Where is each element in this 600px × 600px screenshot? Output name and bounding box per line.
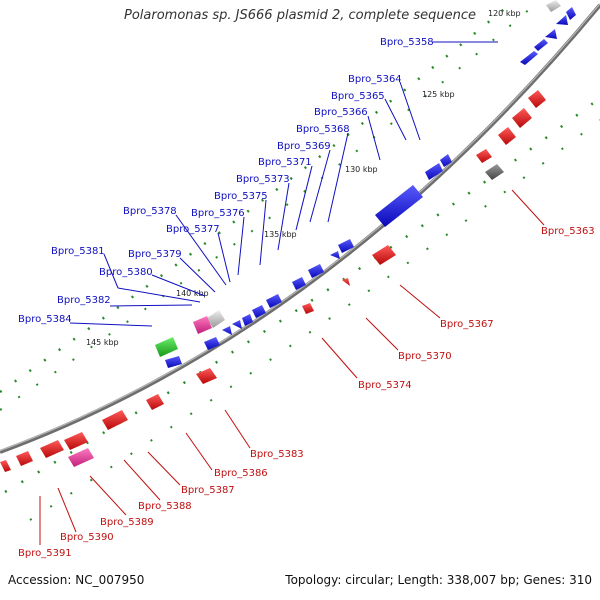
- map-title: Polaromonas sp. JS666 plasmid 2, complet…: [123, 8, 476, 23]
- gene-pink-5382[interactable]: [193, 316, 212, 334]
- gene-red-c[interactable]: [498, 127, 516, 145]
- gene-label[interactable]: Bpro_5378: [123, 206, 177, 217]
- gene-label[interactable]: Bpro_5358: [380, 37, 434, 48]
- gene-label[interactable]: Bpro_5364: [348, 74, 402, 85]
- gene-label[interactable]: Bpro_5376: [191, 208, 245, 219]
- gene-bpro-5387[interactable]: [102, 410, 128, 430]
- gene-label[interactable]: Bpro_5390: [60, 532, 114, 543]
- gene-label[interactable]: Bpro_5365: [331, 91, 385, 102]
- accession-text: Accession: NC_007950: [8, 573, 145, 587]
- gene-red-a[interactable]: [528, 90, 546, 108]
- gene-bpro-5358[interactable]: [520, 51, 538, 65]
- gene-bpro-5359[interactable]: [534, 39, 548, 51]
- gene-bpro-5390[interactable]: [40, 440, 64, 458]
- gene-green-5384[interactable]: [155, 337, 178, 357]
- gene-bpro-5376[interactable]: [266, 294, 282, 308]
- gene-bpro-5386[interactable]: [146, 394, 164, 410]
- sequence-backbone: [0, 3, 600, 454]
- gene-bpro-5391a[interactable]: [16, 451, 33, 466]
- gene-label[interactable]: Bpro_5381: [51, 246, 105, 257]
- gene-red-d[interactable]: [476, 149, 492, 163]
- gene-label[interactable]: Bpro_5382: [57, 295, 111, 306]
- reverse-genes: [0, 90, 546, 472]
- gene-bpro-5366[interactable]: [440, 154, 452, 167]
- gene-rna-top[interactable]: [546, 0, 561, 12]
- gene-label[interactable]: Bpro_5384: [18, 314, 72, 325]
- tick-label: 120 kbp: [488, 9, 521, 18]
- gene-bpro-5375[interactable]: [292, 277, 306, 290]
- gene-bpro-5364[interactable]: [425, 163, 443, 180]
- gene-label[interactable]: Bpro_5391: [18, 548, 72, 559]
- gene-label[interactable]: Bpro_5367: [440, 319, 494, 330]
- gene-label[interactable]: Bpro_5386: [214, 468, 268, 479]
- gene-bpro-5361[interactable]: [556, 15, 568, 25]
- gene-label[interactable]: Bpro_5377: [166, 224, 220, 235]
- gene-label[interactable]: Bpro_5388: [138, 501, 192, 512]
- gene-label[interactable]: Bpro_5370: [398, 351, 452, 362]
- gene-label[interactable]: Bpro_5363: [541, 226, 595, 237]
- gene-rna-5381[interactable]: [207, 310, 225, 328]
- gene-pseudo-5363[interactable]: [485, 164, 504, 180]
- blue-leader-lines: [69, 41, 498, 327]
- gene-label[interactable]: Bpro_5366: [314, 107, 368, 118]
- gene-bpro-5382[interactable]: [204, 337, 220, 350]
- gene-bpro-5378[interactable]: [242, 314, 253, 326]
- tick-label: 130 kbp: [345, 165, 378, 174]
- tick-label: 140 kbp: [176, 289, 209, 298]
- gene-bpro-5367[interactable]: [372, 245, 396, 265]
- gene-red-b[interactable]: [512, 108, 532, 128]
- reverse-gene-labels: Bpro_5363 Bpro_5367 Bpro_5370 Bpro_5374 …: [18, 226, 595, 559]
- tick-label: 125 kbp: [422, 90, 455, 99]
- gene-label[interactable]: Bpro_5380: [99, 267, 153, 278]
- topology-text: Topology: circular; Length: 338,007 bp; …: [285, 573, 592, 587]
- gene-bpro-5383[interactable]: [196, 368, 217, 384]
- gc-track: [0, 0, 600, 521]
- gene-label[interactable]: Bpro_5379: [128, 249, 182, 260]
- gene-label[interactable]: Bpro_5369: [277, 141, 331, 152]
- gene-label[interactable]: Bpro_5387: [181, 485, 235, 496]
- gene-label[interactable]: Bpro_5373: [236, 174, 290, 185]
- gene-bpro-5369[interactable]: [338, 239, 354, 253]
- forward-genes: [165, 7, 576, 368]
- gene-label[interactable]: Bpro_5389: [100, 517, 154, 528]
- gene-bpro-5391b[interactable]: [0, 460, 11, 472]
- gene-label[interactable]: Bpro_5368: [296, 124, 350, 135]
- gene-bpro-5370[interactable]: [342, 278, 350, 286]
- tick-label: 145 kbp: [86, 338, 119, 347]
- other-genes: [68, 0, 561, 467]
- gene-bpro-5374[interactable]: [302, 303, 314, 314]
- gene-label[interactable]: Bpro_5383: [250, 449, 304, 460]
- gene-bpro-5362[interactable]: [566, 7, 576, 20]
- gene-bpro-5380[interactable]: [222, 326, 232, 335]
- gene-bpro-5360[interactable]: [545, 29, 557, 39]
- gene-label[interactable]: Bpro_5371: [258, 157, 312, 168]
- forward-gene-labels: Bpro_5358 Bpro_5364 Bpro_5365 Bpro_5366 …: [18, 37, 434, 325]
- gene-bpro-5388[interactable]: [64, 432, 88, 450]
- gene-label[interactable]: Bpro_5375: [214, 191, 268, 202]
- gene-bpro-5384[interactable]: [165, 356, 182, 368]
- gene-bpro-5371[interactable]: [330, 251, 340, 259]
- gene-label[interactable]: Bpro_5374: [358, 380, 412, 391]
- gene-bpro-5368[interactable]: [375, 185, 423, 227]
- gene-bpro-5379[interactable]: [232, 320, 242, 329]
- red-leader-lines: [39, 189, 545, 545]
- gene-bpro-5373[interactable]: [308, 264, 324, 278]
- coordinate-ticks: 120 kbp 125 kbp 130 kbp 135 kbp 140 kbp …: [86, 9, 521, 347]
- gene-bpro-5377[interactable]: [252, 305, 266, 318]
- gene-pink-5389[interactable]: [68, 448, 94, 467]
